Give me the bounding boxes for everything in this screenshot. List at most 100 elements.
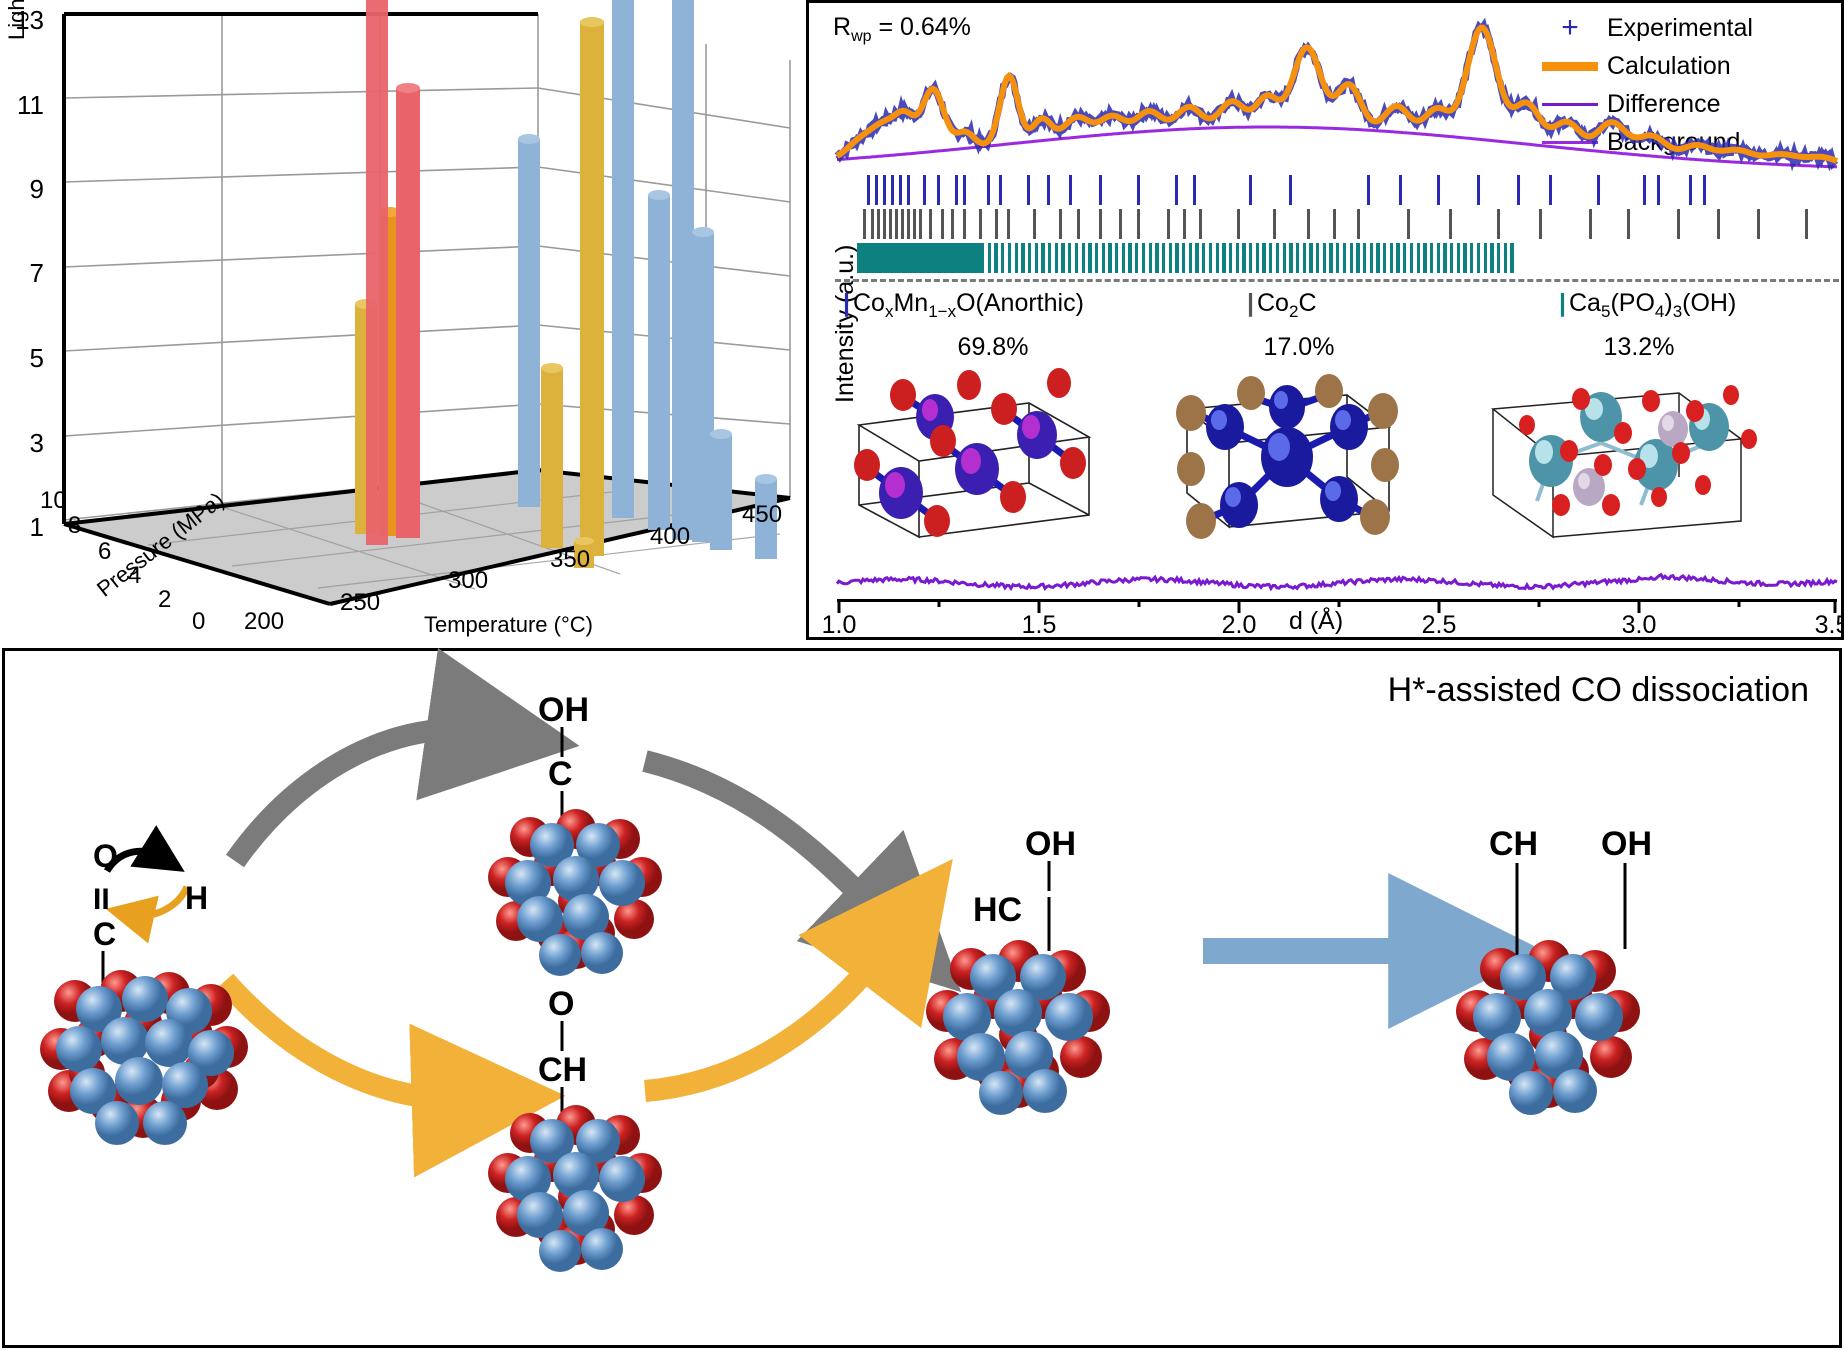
rwp-prefix: R: [833, 13, 852, 41]
bar-400-1.2: [755, 474, 777, 559]
bar-380-2.0: [710, 429, 732, 550]
bars-group: [355, 0, 777, 568]
arrow-gray-upper-left: [225, 647, 580, 868]
cluster-ch-o: O CH: [488, 985, 662, 1272]
z-tick-13: 13: [15, 5, 44, 35]
species-label-OH-mid: OH: [1025, 825, 1076, 863]
cluster-hc-oh: OH HC: [926, 825, 1110, 1115]
cluster-ch-oh: CH OH: [1456, 825, 1652, 1115]
bar-320-6.0: [580, 17, 604, 556]
arrow-gray-upper-right: [642, 750, 962, 993]
x-tick-2.0: 2.0: [1221, 611, 1257, 639]
species-label-C-top: C: [548, 755, 573, 793]
mechanism-diagram: O II C H: [40, 647, 1652, 1272]
phase-label-3: | Ca5(PO4)3(OH): [1559, 289, 1737, 321]
t-tick-450: 450: [742, 501, 783, 528]
mechanism-title: H*-assisted CO dissociation: [1387, 671, 1809, 709]
z-tick-11: 11: [17, 90, 44, 120]
z-tick-5: 5: [29, 343, 44, 373]
species-label-C: C: [93, 916, 116, 952]
bar-350-3.0: [672, 0, 694, 540]
bragg-ticks-phase2: [837, 209, 1837, 239]
phase-percent-3: 13.2%: [1603, 333, 1675, 361]
x-tick-2.5: 2.5: [1421, 611, 1457, 639]
z-tick-1: 1: [29, 512, 44, 542]
x-tick-1.5: 1.5: [1021, 611, 1057, 639]
species-label-OH-top: OH: [538, 691, 589, 729]
species-label-OH-right: OH: [1601, 825, 1652, 863]
p-tick-8: 8: [68, 512, 82, 539]
bar-330-5.0: [612, 0, 634, 518]
t-tick-350: 350: [550, 546, 591, 573]
nanocluster-5: [1456, 940, 1640, 1115]
crystal-structure-co2c: [1176, 374, 1399, 539]
bragg-ticks-phase1: [837, 175, 1837, 205]
bar-350-4.0: [648, 190, 670, 530]
phase-tick-icon-3: |: [1559, 289, 1566, 317]
x-tick-1.0: 1.0: [821, 611, 857, 639]
crystal-structure-comnO: [854, 368, 1092, 539]
xrd-x-axis-line: [837, 599, 1837, 602]
plus-marker-icon: +: [1561, 11, 1579, 44]
rwp-value: = 0.64%: [871, 13, 971, 41]
legend-item-difference: Difference: [1533, 85, 1827, 123]
axis-label-temperature: Temperature (°C): [424, 612, 593, 637]
p-tick-0: 0: [192, 608, 206, 635]
phase-label-1: | CoxMn1−xO(Anorthic): [843, 289, 1084, 321]
z-tick-7: 7: [29, 258, 44, 288]
legend-label-experimental: Experimental: [1607, 13, 1753, 42]
xrd-x-axis-ticks: [837, 599, 1837, 613]
chart-3d-scene: [62, 0, 791, 606]
line-swatch-difference: [1533, 90, 1607, 119]
bar-250-7.6: [366, 0, 388, 545]
phase-percent-2: 17.0%: [1263, 333, 1335, 361]
bar-360-2.5: [692, 227, 714, 542]
bar-250-8.4: [396, 83, 420, 538]
bar-chart-3d: Light-olefins carbon utilization efficie…: [0, 0, 800, 640]
species-label-O: O: [93, 838, 118, 874]
z-tick-9: 9: [29, 174, 44, 204]
legend-label-calculation: Calculation: [1607, 51, 1731, 80]
mechanism-panel: H*-assisted CO dissociation: [2, 647, 1842, 1348]
t-tick-400: 400: [650, 523, 691, 550]
difference-curve: [835, 572, 1838, 592]
legend-item-experimental: + Experimental: [1533, 9, 1827, 47]
phase-tick-icon-1: |: [843, 289, 850, 317]
arrow-gold-lower-left: [216, 973, 566, 1178]
species-label-HC-mid: HC: [973, 891, 1022, 929]
nanocluster-4: [926, 940, 1110, 1115]
rwp-subscript: wp: [851, 28, 872, 45]
separator-dashed: [835, 279, 1839, 282]
cluster-c-oh: OH C: [488, 691, 662, 976]
t-tick-300: 300: [448, 567, 489, 594]
z-tick-3: 3: [29, 428, 44, 458]
line-swatch-calculation: [1533, 52, 1607, 81]
xrd-refinement-panel: Rwp = 0.64% + Experimental Calculation D…: [806, 0, 1844, 640]
t-tick-250: 250: [340, 589, 381, 616]
bar-350-1.0: [574, 537, 594, 568]
p-tick-4: 4: [128, 562, 142, 589]
bar-300-8.0: [518, 134, 540, 507]
phase-label-2: | Co2C: [1247, 289, 1317, 321]
nanocluster-3: [488, 1105, 662, 1272]
p-tick-10: 10: [40, 487, 67, 514]
t-tick-200: 200: [244, 608, 285, 635]
arrow-o-curved: [103, 825, 185, 873]
nanocluster-1: [40, 970, 248, 1145]
species-label-CH-right: CH: [1489, 825, 1538, 863]
p-tick-6: 6: [98, 538, 112, 565]
species-label-O-bottom: O: [548, 985, 574, 1023]
bar-300-6.0: [541, 363, 563, 548]
phase-percent-1: 69.8%: [957, 333, 1029, 361]
bragg-ticks-phase3: [837, 243, 1837, 273]
line-swatch-background: [1533, 128, 1607, 157]
axis-label-d: d (Å): [1289, 607, 1344, 635]
x-tick-3.5: 3.5: [1814, 611, 1844, 639]
nanocluster-2: [488, 809, 662, 976]
species-bond-II: II: [93, 883, 110, 916]
species-label-CH-bottom: CH: [538, 1051, 587, 1089]
arrow-gold-lower-right: [644, 858, 953, 1102]
arrow-h-curved: [105, 885, 191, 944]
legend-item-calculation: Calculation: [1533, 47, 1827, 85]
xrd-pattern-plot: [834, 17, 1839, 172]
